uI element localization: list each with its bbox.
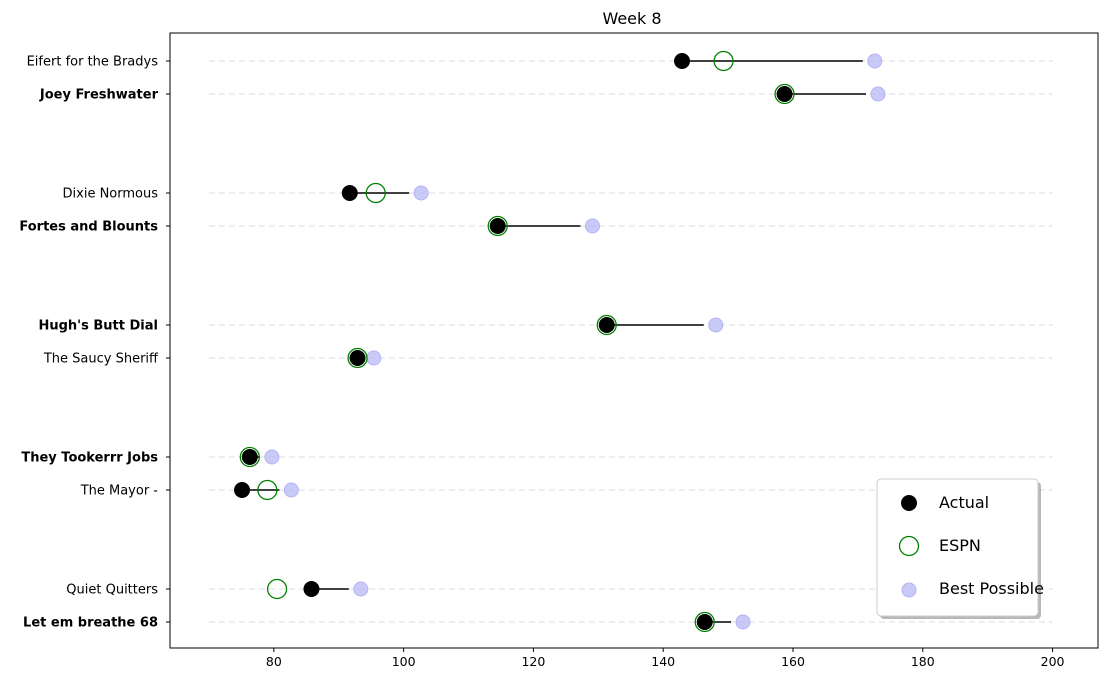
espn-marker-matchup-0-team-0	[713, 50, 734, 72]
legend: Actual ESPN Best Possible	[876, 478, 1044, 619]
x-axis: 80 100 120 140 160 180 200	[166, 60, 1065, 669]
team-label-matchup-1-team-1: Fortes and Blounts	[19, 220, 158, 235]
team-label-matchup-3-team-1: The Mayor -	[80, 484, 159, 499]
team-labels: Eifert for the Bradys Joey Freshwater Dixi…	[19, 55, 159, 631]
best-marker-matchup-3-team-0	[264, 449, 280, 465]
team-label-matchup-0-team-1: Joey Freshwater	[39, 88, 159, 103]
legend-best-marker	[901, 582, 917, 598]
best-marker-matchup-4-team-0	[353, 581, 369, 597]
team-label-matchup-4-team-0: Quiet Quitters	[66, 583, 158, 598]
x-tick-label-100: 100	[392, 654, 416, 669]
team-label-matchup-2-team-0: Hugh's Butt Dial	[38, 319, 158, 334]
x-tick-label-200: 200	[1041, 654, 1065, 669]
x-tick-label-160: 160	[781, 654, 805, 669]
x-tick-label-180: 180	[911, 654, 935, 669]
legend-espn-marker	[898, 535, 920, 557]
espn-marker-matchup-1-team-1	[487, 215, 508, 237]
data-marks	[234, 50, 886, 633]
actual-marker-matchup-4-team-1	[696, 614, 713, 630]
plot-frame	[169, 32, 1099, 649]
legend-actual-marker	[901, 495, 917, 511]
actual-marker-matchup-1-team-1	[489, 218, 506, 234]
x-tick-label-140: 140	[651, 654, 675, 669]
legend-espn-label: ESPN	[939, 536, 981, 555]
espn-marker-matchup-3-team-0	[239, 446, 260, 468]
espn-marker-matchup-4-team-1	[694, 611, 715, 633]
actual-marker-matchup-1-team-0	[341, 185, 358, 201]
actual-marker-matchup-3-team-1	[234, 482, 251, 498]
team-label-matchup-4-team-1: Let em breathe 68	[23, 616, 158, 631]
best-marker-matchup-4-team-1	[735, 614, 751, 630]
actual-marker-matchup-4-team-0	[303, 581, 320, 597]
legend-actual-label: Actual	[939, 493, 989, 512]
actual-marker-matchup-2-team-1	[349, 350, 366, 366]
actual-marker-matchup-2-team-0	[598, 317, 615, 333]
team-label-matchup-3-team-0: They Tookerrr Jobs	[21, 451, 158, 466]
legend-best-label: Best Possible	[939, 579, 1044, 598]
team-label-matchup-2-team-1: The Saucy Sheriff	[43, 352, 159, 367]
x-tick-label-80: 80	[266, 654, 282, 669]
espn-marker-matchup-2-team-0	[596, 314, 617, 336]
espn-marker-matchup-2-team-1	[347, 347, 368, 369]
team-label-matchup-0-team-0: Eifert for the Bradys	[27, 55, 159, 70]
best-marker-matchup-3-team-1	[283, 482, 299, 498]
team-label-matchup-1-team-0: Dixie Normous	[63, 187, 159, 202]
best-marker-matchup-1-team-1	[584, 218, 600, 234]
actual-marker-matchup-0-team-0	[674, 53, 691, 69]
espn-marker-matchup-0-team-1	[774, 83, 795, 105]
espn-marker-matchup-1-team-0	[365, 182, 386, 204]
espn-marker-matchup-3-team-1	[257, 479, 278, 501]
best-marker-matchup-0-team-0	[867, 53, 883, 69]
best-marker-matchup-2-team-1	[366, 350, 382, 366]
actual-marker-matchup-3-team-0	[241, 449, 258, 465]
x-tick-label-120: 120	[521, 654, 545, 669]
legend-box	[876, 478, 1039, 617]
best-marker-matchup-0-team-1	[870, 86, 886, 102]
chart-title: Week 8	[602, 9, 661, 28]
espn-marker-matchup-4-team-0	[266, 578, 288, 600]
best-marker-matchup-2-team-0	[708, 317, 724, 333]
actual-marker-matchup-0-team-1	[776, 86, 793, 102]
best-marker-matchup-1-team-0	[413, 185, 429, 201]
